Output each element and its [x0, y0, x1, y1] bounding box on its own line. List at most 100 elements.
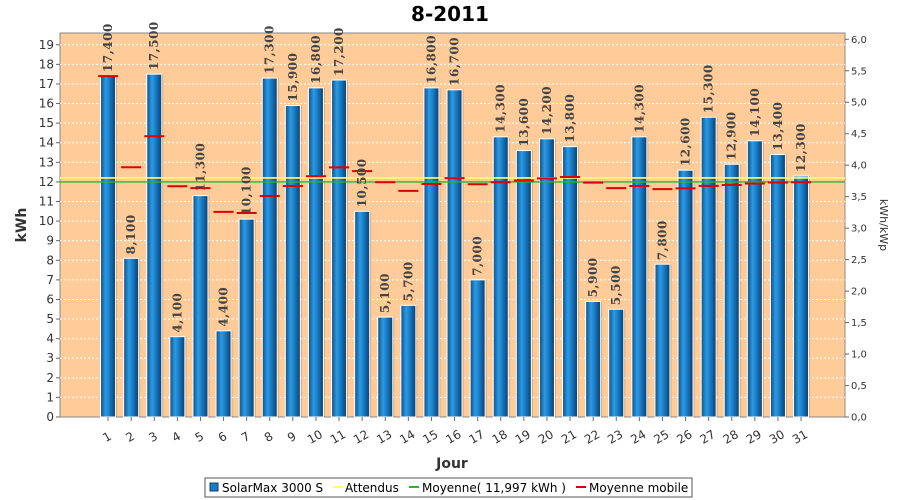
y2-tick-label-12: 6,0 [851, 35, 867, 46]
value-label-day-7: 10,100 [240, 166, 254, 215]
x-tick-label-22: 22 [582, 427, 602, 447]
value-label-day-26: 12,600 [679, 117, 693, 166]
y2-axis-label: kWh/kWp [877, 199, 890, 251]
value-label-day-4: 4,100 [170, 293, 184, 333]
y2-tick-label-1: 0,5 [851, 381, 867, 392]
value-label-day-3: 17,500 [147, 21, 161, 70]
value-label-day-11: 17,200 [332, 27, 346, 76]
bars-group [100, 73, 811, 418]
x-tick-label-24: 24 [628, 427, 648, 447]
x-tick-label-30: 30 [767, 427, 787, 447]
x-tick-label-19: 19 [513, 427, 533, 447]
value-label-day-20: 14,200 [540, 86, 554, 135]
y-tick-label-11: 11 [39, 194, 54, 208]
x-axis-label: Jour [435, 456, 468, 472]
x-tick-label-21: 21 [559, 427, 579, 447]
legend-box [204, 477, 693, 498]
value-label-day-6: 4,400 [217, 287, 231, 327]
x-tick-label-10: 10 [305, 427, 325, 447]
legend-label-moyenne: Moyenne( 11,997 kWh ) [422, 481, 566, 495]
y-axis-right: 0,0 0,5 1,0 1,5 2,0 2,5 3,0 3,5 4,0 4,5 5,0 5,5 6,0 [845, 35, 867, 424]
x-tick-label-15: 15 [420, 427, 440, 447]
bar-day-8 [261, 77, 278, 418]
value-label-day-23: 5,500 [609, 265, 623, 305]
value-label-day-30: 13,400 [771, 102, 785, 151]
y-tick-label-3: 3 [46, 351, 54, 365]
bar-day-18 [492, 136, 509, 418]
x-tick-label-17: 17 [467, 427, 487, 447]
y-tick-label-15: 15 [39, 116, 54, 130]
value-label-day-21: 13,800 [563, 94, 577, 143]
y-tick-label-8: 8 [46, 253, 54, 267]
y2-tick-label-11: 5,5 [851, 66, 867, 77]
y-tick-label-10: 10 [39, 214, 54, 228]
y-tick-label-19: 19 [39, 38, 54, 52]
x-tick-label-16: 16 [443, 427, 463, 447]
x-tick-label-28: 28 [721, 427, 741, 447]
x-tick-label-23: 23 [605, 427, 625, 447]
value-label-day-28: 12,900 [725, 111, 739, 160]
x-tick-label-26: 26 [674, 427, 694, 447]
bar-day-17 [469, 279, 486, 418]
x-tick-label-2: 2 [123, 429, 137, 445]
bar-day-3 [146, 73, 163, 418]
y-tick-label-5: 5 [46, 312, 54, 326]
x-tick-label-25: 25 [651, 427, 671, 447]
value-label-day-8: 17,300 [263, 25, 277, 74]
bar-day-21 [562, 146, 579, 418]
y-tick-label-16: 16 [39, 97, 54, 111]
value-label-day-10: 16,800 [309, 35, 323, 84]
y-tick-label-14: 14 [39, 136, 54, 150]
y-tick-label-13: 13 [39, 155, 54, 169]
value-label-day-18: 14,300 [494, 84, 508, 133]
bar-day-31 [793, 175, 810, 418]
value-label-day-29: 14,100 [748, 88, 762, 137]
value-label-day-24: 14,300 [632, 84, 646, 133]
x-tick-label-27: 27 [698, 427, 718, 447]
x-tick-label-8: 8 [262, 429, 276, 445]
y2-tick-label-9: 4,5 [851, 129, 867, 140]
value-label-day-12: 10,500 [355, 158, 369, 207]
bar-day-9 [284, 104, 301, 418]
x-tick-label-6: 6 [216, 429, 230, 445]
bar-day-19 [515, 150, 532, 418]
x-tick-label-9: 9 [285, 429, 299, 445]
bar-day-22 [585, 300, 602, 418]
y2-tick-label-0: 0,0 [851, 413, 867, 424]
x-tick-label-13: 13 [374, 427, 394, 447]
bar-day-13 [377, 316, 394, 418]
y-tick-label-6: 6 [46, 292, 54, 306]
bar-day-23 [608, 308, 625, 418]
bar-day-11 [331, 79, 348, 418]
value-label-day-2: 8,100 [124, 214, 138, 254]
x-tick-label-3: 3 [146, 429, 160, 445]
value-labels: 17,400 8,100 17,500 4,100 11,300 4,400 10,100 1… [101, 21, 808, 332]
bar-day-5 [192, 195, 209, 418]
bar-day-28 [723, 163, 740, 418]
legend-label-attendus: Attendus [345, 481, 399, 495]
x-axis: 1 2 3 4 5 6 7 8 9 10 11 12 13 14 15 16 17 18 19 20 21 22 23 24 2… [100, 417, 810, 447]
legend-label-moyenne-mobile: Moyenne mobile [589, 481, 688, 495]
value-label-day-31: 12,300 [794, 123, 808, 172]
value-label-day-15: 16,800 [424, 35, 438, 84]
y2-tick-label-10: 5,0 [851, 98, 867, 109]
x-tick-label-5: 5 [193, 429, 207, 445]
bar-day-15 [423, 87, 440, 418]
x-tick-label-14: 14 [397, 427, 417, 447]
x-tick-label-11: 11 [328, 427, 348, 447]
chart-title: 8-2011 [411, 2, 489, 26]
y2-tick-label-2: 1,0 [851, 350, 867, 361]
value-label-day-13: 5,100 [378, 273, 392, 313]
value-label-day-9: 15,900 [286, 53, 300, 102]
y2-tick-label-6: 3,0 [851, 224, 867, 235]
x-tick-label-12: 12 [351, 427, 371, 447]
value-label-day-1: 17,400 [101, 23, 115, 72]
bar-day-4 [169, 336, 186, 418]
value-label-day-27: 15,300 [702, 64, 716, 113]
y2-tick-label-8: 4,0 [851, 161, 867, 172]
bar-day-26 [677, 169, 694, 418]
bar-day-1 [100, 75, 117, 418]
x-tick-label-4: 4 [170, 429, 184, 445]
